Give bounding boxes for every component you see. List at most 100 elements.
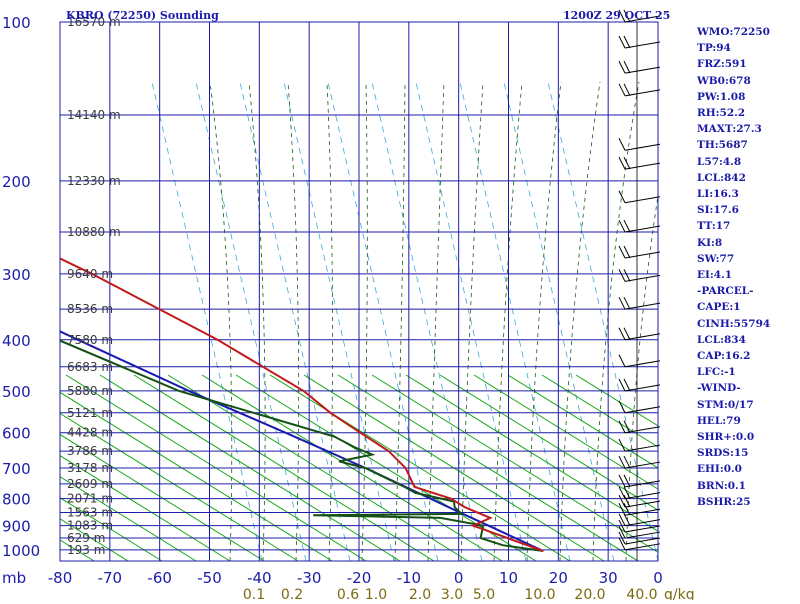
mixing-ratio-tick-label: 20.0 [574, 587, 605, 600]
moist-adiabat [326, 81, 333, 561]
wind-barb [618, 190, 661, 204]
mixing-ratio-tick-label: 1.0 [365, 587, 387, 600]
moist-adiabat [559, 81, 601, 561]
wind-barb [618, 525, 661, 539]
index-line: LCL:842 [697, 171, 746, 184]
mixing-ratio-unit: g/kg [664, 587, 695, 600]
index-line: WB0:678 [697, 74, 751, 87]
height-label: 629 m [67, 531, 105, 545]
height-label: 2609 m [67, 477, 113, 491]
index-line: TP:94 [697, 42, 731, 55]
index-line: BSHR:25 [697, 495, 751, 508]
index-line: HEL:79 [697, 414, 741, 427]
temperature-tick-label: -40 [247, 569, 272, 587]
temperature-trace [60, 257, 544, 552]
index-line: WMO:72250 [697, 26, 770, 38]
temperature-tick-label: -10 [397, 569, 422, 587]
pressure-tick-label: 100 [2, 14, 31, 32]
mixing-ratio-line [547, 81, 658, 561]
index-line: SRDS:15 [697, 447, 749, 460]
temperature-tick-label: 30 [599, 569, 618, 587]
moist-adiabat [361, 81, 368, 561]
pressure-tick-label: 1000 [2, 542, 40, 560]
moist-adiabat [625, 193, 658, 561]
mixing-ratio-line [415, 81, 527, 561]
wind-barb [618, 245, 661, 259]
mixing-ratio-tick-label: 0.6 [337, 587, 359, 600]
height-label: 3178 m [67, 461, 113, 475]
dry-adiabat [575, 374, 658, 427]
wind-barb [618, 503, 661, 516]
wind-barb [618, 354, 661, 368]
wind-barb [618, 531, 661, 545]
wind-barb [618, 35, 661, 49]
wind-barb [618, 474, 661, 488]
wind-barb [618, 400, 661, 414]
height-label: 8536 m [67, 302, 113, 316]
index-line: L57:4.8 [697, 155, 742, 168]
wind-barb [618, 494, 661, 508]
mixing-ratio-line [459, 81, 571, 561]
index-line: TH:5687 [697, 139, 748, 152]
temperature-tick-label: -50 [197, 569, 222, 587]
index-line: CAP:16.2 [697, 350, 751, 363]
moist-adiabat [287, 81, 300, 561]
pressure-tick-label: 800 [2, 491, 31, 509]
mixing-ratio-line [371, 81, 483, 561]
pressure-tick-label: 900 [2, 518, 31, 536]
index-line: CAPE:1 [697, 301, 741, 314]
height-label: 3786 m [67, 444, 113, 458]
height-label: 4428 m [67, 426, 113, 440]
temperature-tick-label: -70 [98, 569, 123, 587]
mixing-ratio-tick-label: 0.2 [281, 587, 303, 600]
index-line: LI:16.3 [697, 188, 739, 201]
index-line: MAXT:27.3 [697, 123, 762, 136]
mixing-ratio-tick-label: 3.0 [441, 587, 463, 600]
temperature-tick-label: -80 [48, 569, 73, 587]
moist-adiabat [592, 81, 640, 561]
pressure-tick-label: 200 [2, 173, 31, 191]
index-line: SW:77 [697, 252, 735, 265]
index-line: PW:1.08 [697, 90, 746, 103]
sounding-time: 1200Z 29 OCT 25 [563, 9, 671, 22]
moist-adiabat [493, 81, 523, 561]
dry-adiabat [60, 518, 129, 561]
wind-barb [618, 9, 661, 23]
index-line: SI:17.6 [697, 204, 739, 217]
temperature-tick-label: -20 [347, 569, 372, 587]
height-label: 10880 m [67, 225, 121, 239]
wind-barb [618, 156, 661, 170]
height-label: 5880 m [67, 384, 113, 398]
height-label: 6683 m [67, 360, 113, 374]
wind-barb [618, 219, 661, 233]
index-line: CINH:55794 [697, 317, 771, 330]
wind-barb [618, 60, 661, 74]
station-title: KBRO (72250) Sounding [66, 9, 219, 22]
mixing-ratio-line [195, 81, 307, 561]
pressure-tick-label: 300 [2, 266, 31, 284]
mixing-ratio-tick-label: 0.1 [243, 587, 265, 600]
wind-barb [618, 438, 661, 452]
pressure-tick-label: 600 [2, 425, 31, 443]
wind-barb [618, 269, 661, 282]
temperature-tick-label: 10 [499, 569, 518, 587]
wind-barb [618, 513, 661, 527]
height-label: 16570 m [67, 15, 121, 29]
wind-barb [618, 537, 661, 551]
mixing-ratio-tick-label: 5.0 [473, 587, 495, 600]
mixing-ratio-line [239, 81, 351, 561]
height-label: 5121 m [67, 406, 113, 420]
index-line: EHI:0.0 [697, 463, 742, 476]
moist-adiabat [394, 81, 406, 561]
wind-barb [618, 486, 661, 500]
height-label: 1563 m [67, 506, 113, 520]
pressure-tick-label: 700 [2, 460, 31, 478]
mixing-ratio-line [503, 81, 615, 561]
height-label: 7580 m [67, 333, 113, 347]
temperature-tick-label: -30 [297, 569, 322, 587]
temperature-tick-label: 20 [549, 569, 568, 587]
moist-adiabat [427, 81, 445, 561]
height-label: 193 m [67, 543, 105, 557]
dewpoint-trace [60, 339, 544, 552]
